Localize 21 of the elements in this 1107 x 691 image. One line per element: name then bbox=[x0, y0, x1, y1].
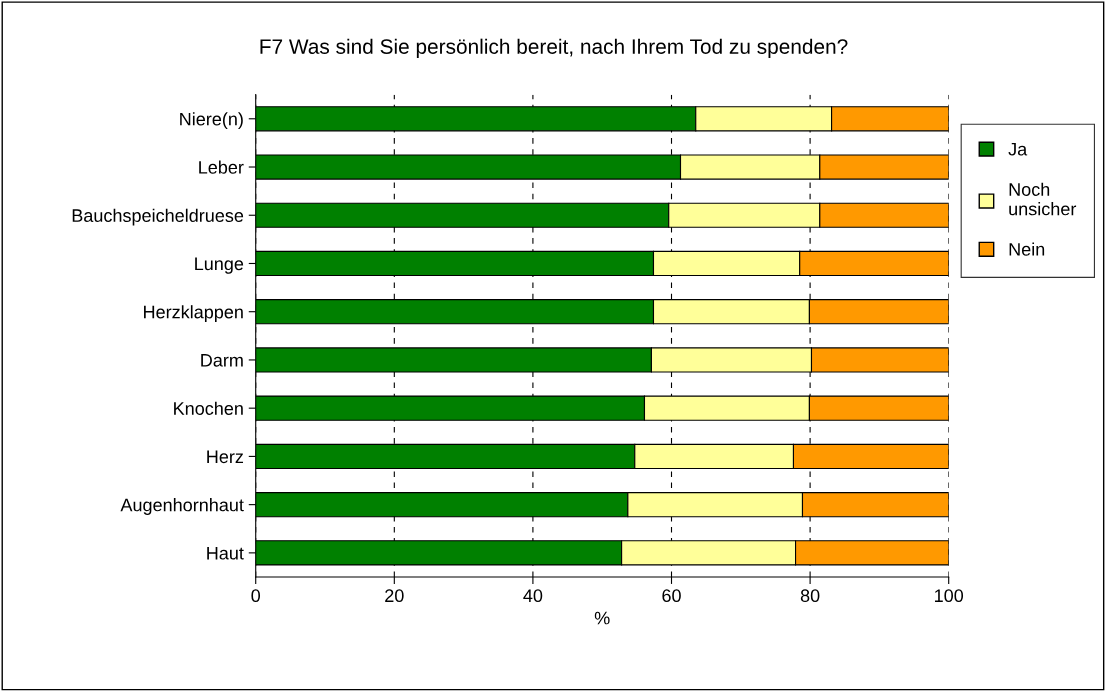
y-tick-label: Leber bbox=[199, 160, 244, 174]
x-tick-label: 0 bbox=[251, 589, 261, 603]
x-tick-label: 80 bbox=[800, 589, 820, 603]
y-tick-label: Lunge bbox=[195, 257, 244, 274]
y-tick-label: Haut bbox=[207, 546, 244, 560]
y-tick-label: Augenhornhaut bbox=[120, 498, 244, 515]
x-tick-label: 60 bbox=[662, 589, 681, 603]
x-tick-label: 40 bbox=[523, 589, 543, 603]
x-tick-label: 100 bbox=[935, 589, 964, 603]
y-tick-label: Darm bbox=[201, 354, 243, 367]
legend-label: Noch unsicher bbox=[1009, 182, 1077, 216]
legend-label: Nein bbox=[1009, 242, 1045, 256]
y-tick-label: Herz bbox=[207, 450, 244, 464]
y-tick-label: Bauchspeicheldruese bbox=[72, 208, 244, 226]
chart-title: F7 Was sind Sie persönlich bereit, nach Ihrem Tod zu spenden? bbox=[260, 38, 848, 59]
x-axis-title: % bbox=[594, 611, 610, 625]
legend-label: Ja bbox=[1008, 143, 1028, 156]
x-tick-label: 20 bbox=[385, 589, 404, 603]
y-tick-label: Niere(n) bbox=[180, 112, 243, 130]
y-tick-label: Knochen bbox=[174, 401, 243, 415]
y-tick-label: Herzklappen bbox=[144, 305, 243, 322]
